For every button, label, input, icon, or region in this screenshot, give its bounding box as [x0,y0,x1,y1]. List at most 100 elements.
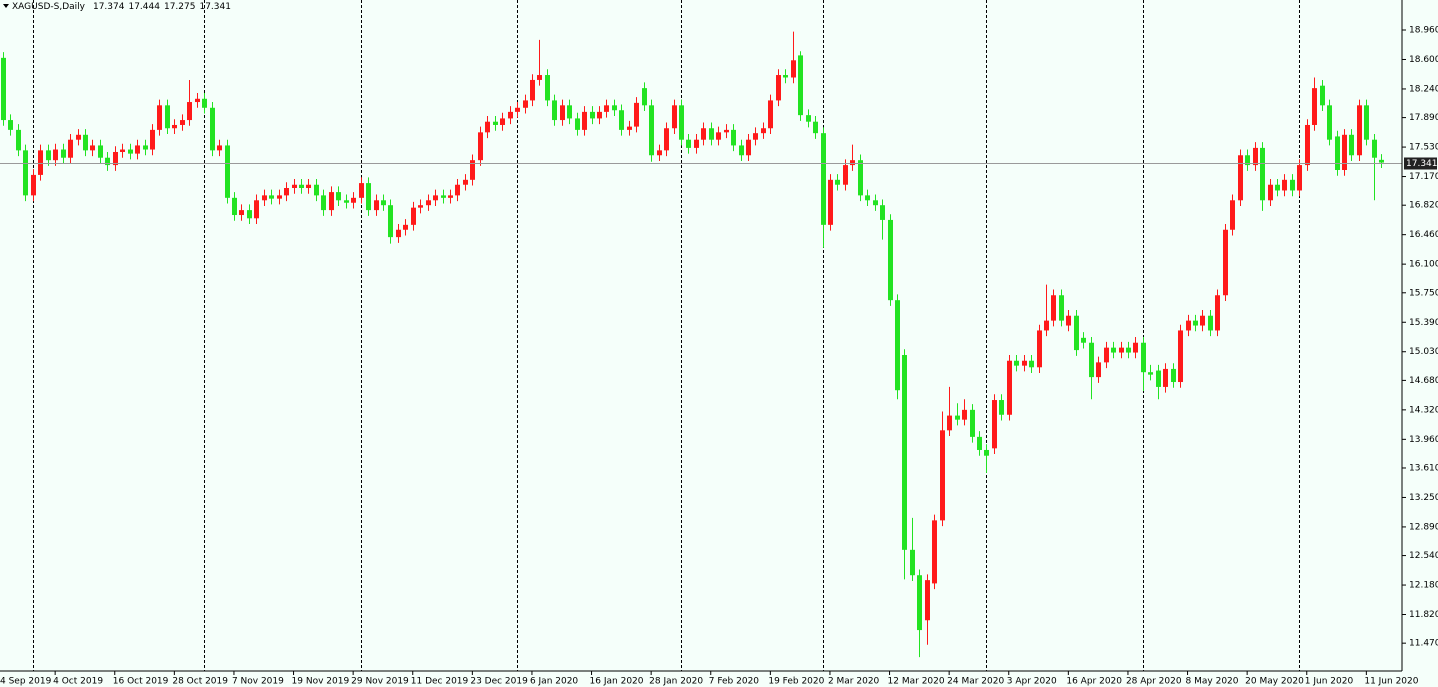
candle-body [634,102,639,127]
candle-body [254,200,259,219]
candle-body [672,105,677,129]
candle-body [984,449,989,456]
candle-body [418,205,423,208]
candle-body [977,436,982,450]
candle-body [1059,295,1064,321]
candle-body [396,229,401,238]
candle-body [83,134,88,151]
candle-body [403,224,408,230]
x-tick-label: 24 Mar 2020 [947,677,1004,687]
candle-body [523,100,528,108]
candle-body [299,184,304,189]
candle-body [955,415,960,420]
candle-body [1297,165,1302,191]
y-tick-label: 12.180 [1409,581,1438,591]
candle-body [135,145,140,154]
last-low: 17.275 [164,2,196,12]
candle-body [8,120,13,130]
candle-body [649,105,654,156]
candle-body [1037,330,1042,368]
y-tick-label: 17.530 [1409,143,1438,153]
candle-body [1186,320,1191,331]
y-tick-label: 16.820 [1409,201,1438,211]
candle-body [478,132,483,161]
candle-body [441,195,446,198]
candle-body [999,400,1004,415]
candle-body [1223,229,1228,296]
candle-body [694,139,699,148]
candle-body [1141,342,1146,373]
candle-body [843,165,848,185]
candle-body [895,300,900,391]
candle-body [545,75,550,101]
candle-body [23,150,28,196]
candle-body [813,121,818,134]
candle-body [686,139,691,148]
candle-body [120,149,125,152]
candle-body [76,134,81,140]
x-tick-label: 20 May 2020 [1245,677,1304,687]
candle-body [902,355,907,550]
candle-body [1133,342,1138,353]
candle-body [940,430,945,521]
candle-body [642,88,647,106]
candle-body [306,184,311,189]
candle-body [113,151,118,166]
y-tick-label: 16.460 [1409,230,1438,240]
candle-body [1327,105,1332,140]
candle-body [537,75,542,80]
candle-body [1089,342,1094,378]
candle-body [172,124,177,129]
candle-body [739,145,744,156]
candle-body [590,111,595,119]
candle-body [552,100,557,121]
candle-body [880,205,885,220]
candle-body [1305,124,1310,166]
x-tick-label: 29 Nov 2019 [351,677,409,687]
candle-body [716,132,721,140]
candle-body [850,160,855,166]
candle-body [567,105,572,119]
candle-body [1111,347,1116,353]
candle-body [262,195,267,201]
candle-body [508,111,513,119]
candle-body [1245,155,1250,166]
candle-body [970,409,975,437]
y-tick-label: 17.170 [1409,172,1438,182]
candle-body [888,219,893,301]
candle-body [1074,315,1079,351]
candle-body [1022,360,1027,366]
candle-body [16,129,21,151]
candle-body [1193,320,1198,326]
candle-body [157,105,162,130]
candle-body [1238,155,1243,201]
candle-body [806,115,811,122]
candle-body [411,207,416,225]
candle-body [560,105,565,121]
x-tick-label: 23 Dec 2019 [470,677,528,687]
x-tick-label: 16 Jan 2020 [590,677,644,687]
candle-body [128,149,133,154]
candle-body [217,145,222,151]
candle-body [500,118,505,125]
candle-body [105,157,110,166]
candle-body [1,57,6,121]
candle-body [1014,360,1019,366]
candle-body [1260,147,1265,201]
candle-body [873,200,878,206]
x-tick-label: 19 Feb 2020 [768,677,824,687]
last-close: 17.341 [199,2,231,12]
candle-body [1096,362,1101,378]
header-marker [3,4,9,8]
candle-body [679,105,684,140]
y-tick-label: 11.820 [1409,610,1438,620]
candle-body [38,150,43,175]
candle-body [1156,370,1161,387]
candle-body [225,145,230,198]
candle-body [46,150,51,161]
candle-body [433,195,438,201]
candle-body [1126,347,1131,353]
candle-body [1119,347,1124,353]
candle-body [858,160,863,196]
